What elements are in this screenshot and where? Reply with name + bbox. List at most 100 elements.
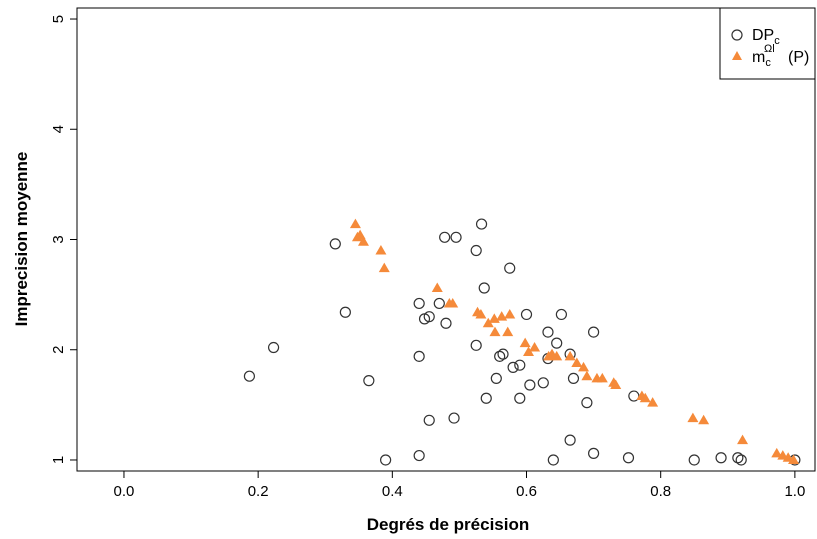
data-point-triangle <box>581 370 593 381</box>
data-point-circle <box>564 434 576 446</box>
y-tick-label: 2 <box>50 346 67 354</box>
data-point-circle <box>448 412 460 424</box>
legend-box <box>719 7 816 80</box>
data-point-triangle <box>519 337 531 348</box>
legend: DPc mcΩl (P) <box>719 7 816 80</box>
plot-frame <box>76 7 816 472</box>
data-point-triangle <box>357 236 369 246</box>
data-point-circle <box>423 311 435 323</box>
legend-label-dp: DPc <box>752 27 780 47</box>
y-tick-label: 5 <box>50 15 67 23</box>
data-point-triangle <box>610 379 622 390</box>
data-point-circle <box>329 238 341 250</box>
data-point-circle <box>490 372 502 384</box>
data-point-circle <box>423 414 435 426</box>
data-point-circle <box>504 262 516 274</box>
series-1 <box>349 218 800 464</box>
data-point-triangle <box>647 397 659 407</box>
data-point-circle <box>440 317 452 329</box>
series-0 <box>243 218 801 466</box>
data-point-circle <box>413 297 425 310</box>
data-point-triangle <box>354 229 366 240</box>
data-point-circle <box>450 231 462 243</box>
data-point-circle <box>514 359 526 371</box>
data-point-triangle <box>564 350 576 361</box>
data-point-circle <box>735 454 747 466</box>
data-point-triangle <box>489 326 501 337</box>
data-point-circle <box>267 341 280 354</box>
y-tick-label: 1 <box>50 456 67 464</box>
data-point-circle <box>555 308 567 321</box>
data-point-triangle <box>502 326 514 337</box>
x-tick-label: 1.0 <box>784 483 805 500</box>
x-tick-label: 0.8 <box>650 483 671 500</box>
data-point-triangle <box>431 282 443 293</box>
data-point-circle <box>480 392 492 404</box>
data-point-triangle <box>578 361 590 372</box>
y-tick-label: 3 <box>50 235 67 243</box>
data-point-circle <box>567 372 580 384</box>
data-point-circle <box>470 244 482 257</box>
data-point-circle <box>475 218 488 230</box>
data-point-circle <box>520 308 533 321</box>
data-point-circle <box>497 348 509 360</box>
data-point-triangle <box>496 311 508 321</box>
y-axis-title: Imprecision moyenne <box>12 152 31 327</box>
data-point-circle <box>339 306 351 318</box>
data-point-triangle <box>737 434 749 445</box>
data-point-circle <box>413 449 425 462</box>
data-point-circle <box>243 370 256 382</box>
x-tick-label: 0.6 <box>516 483 537 500</box>
data-point-triangle <box>596 372 608 383</box>
data-point-circle <box>380 454 392 466</box>
data-point-circle <box>478 282 490 294</box>
data-point-triangle <box>788 454 800 464</box>
legend-triangle-icon <box>732 51 742 60</box>
data-point-triangle <box>504 308 516 319</box>
x-axis-title: Degrés de précision <box>367 515 530 534</box>
data-point-triangle <box>551 350 563 361</box>
data-point-triangle <box>378 262 390 273</box>
data-point-circle <box>581 397 593 409</box>
data-point-triangle <box>698 414 710 425</box>
x-tick-label: 0.4 <box>382 483 403 500</box>
data-point-circle <box>470 339 482 351</box>
data-point-triangle <box>771 447 783 458</box>
data-point-circle <box>587 447 600 459</box>
data-point-triangle <box>482 317 494 328</box>
y-axis: 1 2 3 4 5 <box>50 15 77 464</box>
data-point-triangle <box>687 412 699 423</box>
data-point-circle <box>537 377 549 389</box>
data-point-circle <box>433 297 445 310</box>
data-point-circle <box>688 454 700 466</box>
data-point-triangle <box>447 297 459 308</box>
data-point-circle <box>413 350 425 362</box>
data-point-circle <box>363 375 375 387</box>
data-point-circle <box>514 392 526 404</box>
data-point-triangle <box>639 392 651 403</box>
x-tick-label: 0.0 <box>114 483 135 500</box>
points-layer <box>243 218 801 466</box>
data-point-circle <box>587 326 600 338</box>
data-point-circle <box>551 337 563 349</box>
data-point-circle <box>542 326 554 338</box>
data-point-circle <box>547 454 559 466</box>
legend-circle-icon <box>731 29 743 41</box>
data-point-circle <box>524 379 536 391</box>
y-tick-label: 4 <box>50 125 67 133</box>
x-tick-label: 0.2 <box>248 483 269 500</box>
data-point-circle <box>494 350 506 362</box>
data-point-triangle <box>475 308 487 319</box>
data-point-triangle <box>529 342 541 352</box>
x-axis: 0.0 0.2 0.4 0.6 0.8 1.0 <box>114 471 805 500</box>
data-point-circle <box>732 452 744 464</box>
data-point-circle <box>439 231 451 243</box>
data-point-triangle <box>571 357 583 367</box>
data-point-circle <box>622 452 635 464</box>
data-point-triangle <box>523 346 535 356</box>
data-point-triangle <box>349 218 361 229</box>
legend-label-m: mcΩl (P) <box>752 43 809 69</box>
data-point-triangle <box>375 245 387 255</box>
data-point-circle <box>715 452 727 464</box>
